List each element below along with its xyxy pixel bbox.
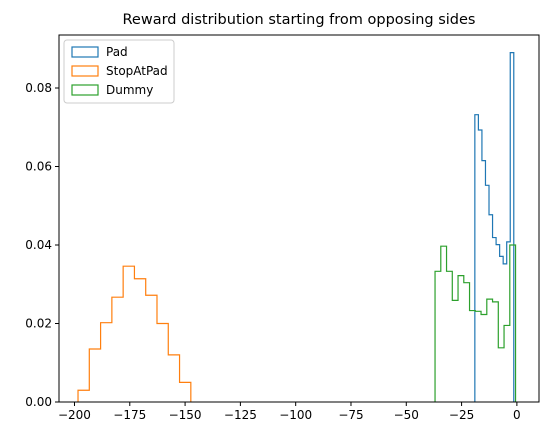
legend-label-dummy: Dummy [106,83,153,97]
histogram-series-pad [474,52,515,402]
x-tick-label: −25 [449,408,474,422]
y-tick-label: 0.02 [25,316,52,330]
legend: Pad StopAtPad Dummy [63,39,175,104]
y-axis: 0.00 0.02 0.04 0.06 0.08 [25,81,59,409]
x-tick-label: −50 [394,408,419,422]
legend-swatch-stopatpad [71,65,99,77]
plot-frame [58,34,540,403]
x-tick-label: −150 [169,408,202,422]
y-tick-label: 0.06 [25,159,52,173]
x-tick-label: −175 [113,408,146,422]
y-tick-label: 0.04 [25,238,52,252]
histogram-series-stopatpad [77,265,192,402]
histogram-series-dummy [434,244,517,402]
x-tick-label: 0 [513,408,521,422]
x-tick-label: −125 [224,408,257,422]
y-tick-label: 0.00 [25,395,52,409]
x-tick-label: −100 [279,408,312,422]
legend-swatch-pad [71,46,99,58]
x-axis: −200 −175 −150 −125 −100 −75 −50 −25 0 [58,402,521,422]
legend-box [63,39,175,104]
legend-label-stopatpad: StopAtPad [106,64,168,78]
legend-swatch-dummy [71,84,99,96]
x-tick-label: −75 [338,408,363,422]
x-tick-label: −200 [58,408,91,422]
legend-label-pad: Pad [106,45,128,59]
y-tick-label: 0.08 [25,81,52,95]
histogram-series-layer [77,52,517,402]
chart-title: Reward distribution starting from opposi… [122,12,475,28]
